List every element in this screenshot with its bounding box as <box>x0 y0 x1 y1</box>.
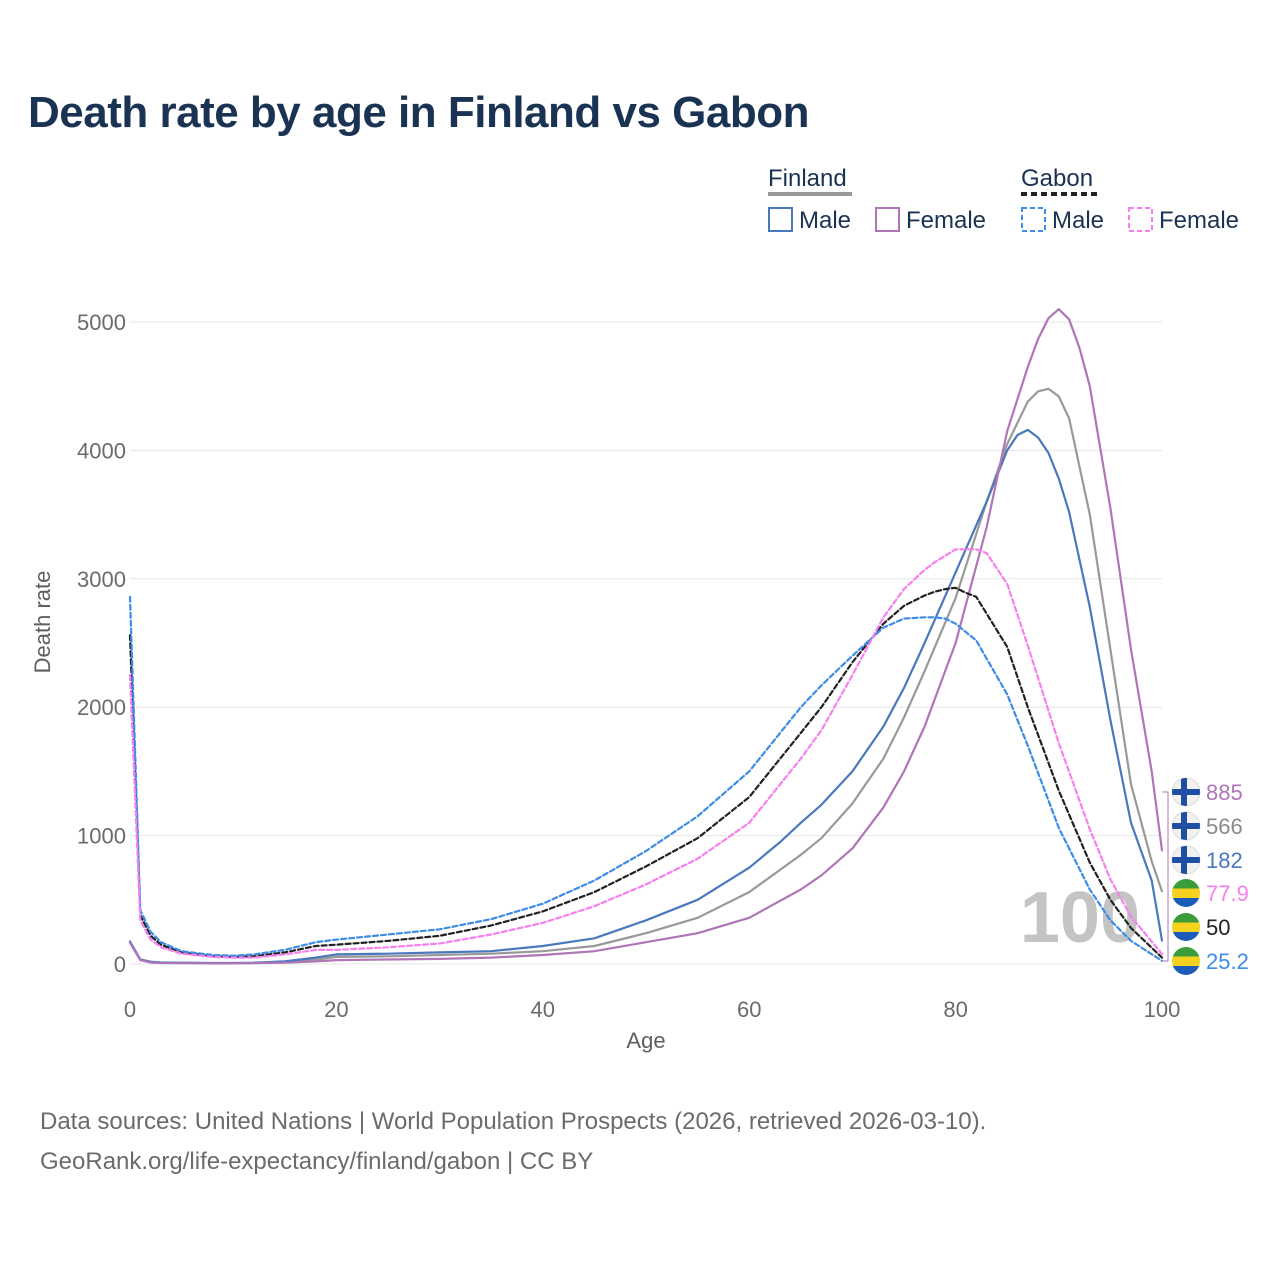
finland-flag-icon <box>1171 777 1201 807</box>
finland-flag-icon <box>1171 845 1201 875</box>
legend-label-finland-male: Male <box>799 207 851 234</box>
year-watermark: 100 <box>1020 878 1140 958</box>
chart-title: Death rate by age in Finland vs Gabon <box>28 88 810 137</box>
x-tick-label: 40 <box>531 997 555 1022</box>
x-tick-label: 100 <box>1144 997 1181 1022</box>
gabon-flag-icon <box>1172 913 1200 941</box>
end-label-value: 50 <box>1206 915 1230 940</box>
legend-swatch-gabon-female <box>1128 207 1153 232</box>
x-tick-label: 0 <box>124 997 136 1022</box>
legend-label-gabon-female: Female <box>1159 207 1239 234</box>
x-axis-label: Age <box>626 1028 665 1053</box>
end-labels: 885 566 182 77.9 50 25.2 <box>1162 777 1249 975</box>
legend-label-finland-female: Female <box>906 207 986 234</box>
y-tick-label: 2000 <box>77 695 126 720</box>
legend-swatch-gabon-male <box>1021 207 1046 232</box>
label-connector <box>1162 791 1169 962</box>
legend-group-finland: Finland <box>768 165 847 192</box>
end-label-value: 182 <box>1206 848 1243 873</box>
end-label-value: 566 <box>1206 814 1243 839</box>
series-line-gabon-male <box>128 595 1164 962</box>
y-tick-label: 0 <box>114 952 126 977</box>
y-tick-label: 3000 <box>77 567 126 592</box>
gabon-flag-icon <box>1172 947 1200 975</box>
legend-swatch-finland-female <box>875 207 900 232</box>
end-label-value: 25.2 <box>1206 949 1249 974</box>
series-line-gabon-female <box>128 548 1164 959</box>
x-tick-label: 20 <box>324 997 348 1022</box>
end-label-value: 77.9 <box>1206 881 1249 906</box>
legend-swatch-finland-male <box>768 207 793 232</box>
y-tick-label: 5000 <box>77 310 126 335</box>
x-tick-label: 60 <box>737 997 761 1022</box>
x-tick-label: 80 <box>943 997 967 1022</box>
legend-group-gabon: Gabon <box>1021 165 1093 192</box>
legend-label-gabon-male: Male <box>1052 207 1104 234</box>
series-line-finland-total <box>128 387 1164 965</box>
source-link[interactable]: GeoRank.org/life-expectancy/finland/gabo… <box>40 1148 594 1175</box>
source-note: Data sources: United Nations | World Pop… <box>40 1108 987 1135</box>
x-tick-labels: 0 20 40 60 80 100 <box>124 997 1180 1022</box>
legend: Finland Gabon Male Female Male Female <box>768 165 1239 234</box>
gridlines <box>130 321 1162 965</box>
series-lines <box>128 308 1164 965</box>
y-tick-label: 4000 <box>77 438 126 463</box>
end-label-value: 885 <box>1206 780 1243 805</box>
finland-flag-icon <box>1171 811 1201 841</box>
series-line-finland-male <box>128 428 1164 965</box>
series-line-gabon-total <box>128 586 1164 959</box>
y-tick-labels: 0 1000 2000 3000 4000 5000 <box>77 310 126 977</box>
y-tick-label: 1000 <box>77 824 126 849</box>
y-axis-label: Death rate <box>30 571 55 674</box>
gabon-flag-icon <box>1172 879 1200 907</box>
series-line-finland-female <box>128 308 1164 965</box>
